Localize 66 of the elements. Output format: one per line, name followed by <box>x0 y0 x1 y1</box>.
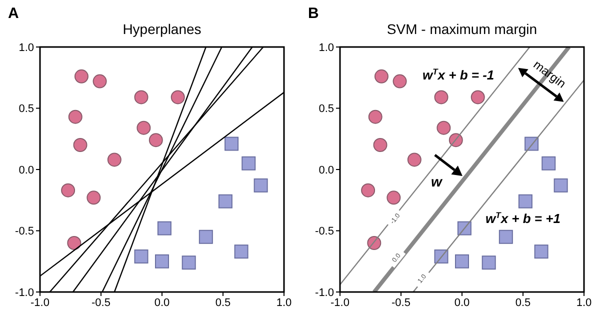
x-tick-label: -0.5 <box>92 296 110 309</box>
point <box>92 74 107 88</box>
y-tick-label: -1.0 <box>15 286 34 299</box>
point <box>518 194 532 208</box>
point <box>224 136 239 151</box>
point <box>534 244 548 259</box>
x-tick-label: 0.0 <box>454 296 470 309</box>
point <box>74 69 88 84</box>
point <box>198 230 213 244</box>
point <box>361 183 376 198</box>
text: B <box>308 5 319 22</box>
y-tick-label: 1.0 <box>18 42 34 54</box>
point <box>542 156 556 170</box>
x-tick-label: 0.5 <box>515 296 531 309</box>
point <box>368 110 382 124</box>
y-tick-label: 0.5 <box>18 103 34 116</box>
text: A <box>8 5 19 22</box>
y-tick-label: -0.5 <box>315 226 334 238</box>
point <box>67 236 82 250</box>
point <box>218 194 232 208</box>
point <box>73 138 88 152</box>
point <box>482 256 496 270</box>
x-tick-label: 0.5 <box>215 296 231 309</box>
y-tick-label: 1.0 <box>318 42 334 54</box>
x-tick-label: -0.5 <box>392 296 410 309</box>
point <box>498 230 513 244</box>
annotation: w$^{T}$x + b = +1 <box>486 210 560 226</box>
point <box>436 120 451 135</box>
point <box>374 69 388 84</box>
point <box>182 256 196 270</box>
point <box>407 152 422 167</box>
y-tick-label: 0.0 <box>18 164 34 176</box>
point <box>157 221 172 236</box>
chart-title: SVM - maximum margin <box>386 21 538 37</box>
x-tick-label: 0.0 <box>154 296 170 309</box>
point <box>386 190 401 205</box>
point <box>68 110 82 124</box>
point <box>134 249 148 264</box>
point <box>134 90 148 104</box>
point <box>455 254 469 268</box>
point <box>470 90 485 104</box>
point <box>242 156 256 170</box>
point <box>136 120 151 135</box>
y-tick-label: -1.0 <box>315 286 334 299</box>
y-tick-label: 0.0 <box>318 164 334 176</box>
point <box>234 244 248 259</box>
point <box>170 90 185 104</box>
x-tick-label: -1.0 <box>330 296 350 309</box>
point <box>86 190 101 205</box>
x-tick-label: 1.0 <box>576 296 592 309</box>
point <box>554 178 568 192</box>
point <box>434 90 448 104</box>
annotation: w$^{T}$x + b = -1 <box>422 66 494 83</box>
chart-title: Hyperplanes <box>122 21 202 37</box>
point <box>392 74 407 88</box>
point <box>107 152 122 167</box>
point <box>254 178 268 192</box>
point <box>61 183 76 198</box>
y-tick-label: -0.5 <box>15 226 34 238</box>
point <box>373 138 388 152</box>
point <box>148 133 163 148</box>
point <box>155 254 169 268</box>
annotation: w <box>430 174 443 190</box>
y-tick-label: 0.5 <box>318 103 334 116</box>
x-tick-label: -1.0 <box>30 296 50 309</box>
x-tick-label: 1.0 <box>276 296 292 309</box>
